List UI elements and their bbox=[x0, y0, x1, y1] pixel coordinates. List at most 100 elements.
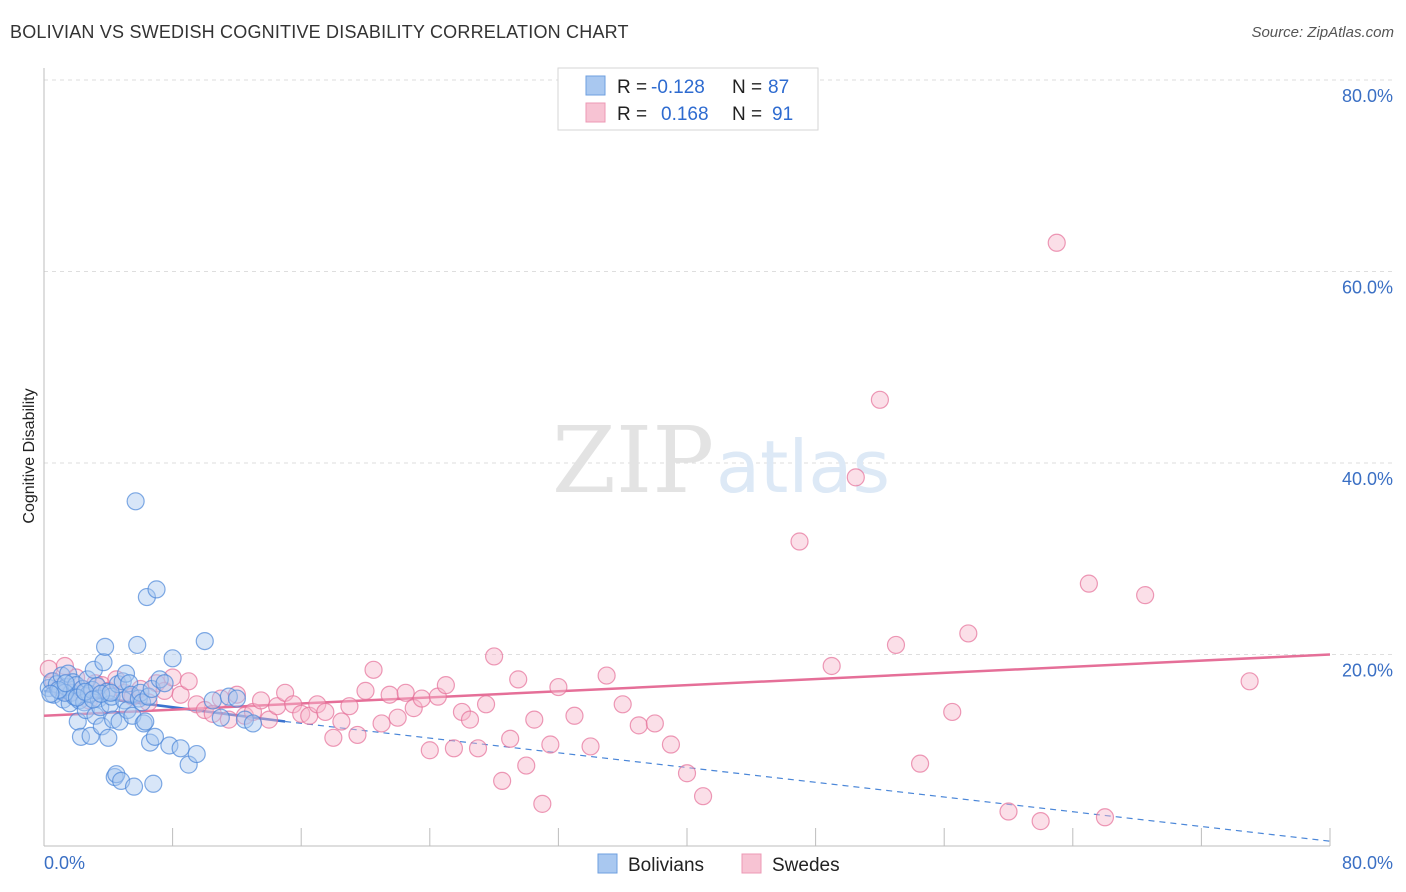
swede-point-81 bbox=[910, 754, 930, 773]
y-axis-label: Cognitive Disability bbox=[21, 388, 38, 523]
swede-point-87 bbox=[1079, 574, 1098, 593]
bolivian-point-57 bbox=[137, 587, 156, 607]
bolivian-point-72 bbox=[203, 691, 222, 710]
legend-n-value-1: 87 bbox=[768, 77, 789, 98]
legend-n-value-2: 91 bbox=[772, 104, 793, 125]
swede-point-62 bbox=[517, 756, 536, 775]
bolivian-point-82 bbox=[91, 684, 111, 703]
source-label: Source: ZipAtlas.com bbox=[1251, 24, 1394, 41]
legend-r-value-2: 0.168 bbox=[661, 104, 709, 125]
swede-point-85 bbox=[1031, 812, 1050, 831]
axes bbox=[43, 68, 1331, 847]
bottom-legend-swatch-swedes bbox=[741, 853, 762, 874]
swede-point-31 bbox=[267, 697, 287, 716]
swede-point-84 bbox=[999, 802, 1018, 821]
bolivian-point-44 bbox=[116, 664, 136, 683]
bolivian-point-29 bbox=[92, 717, 111, 736]
swede-point-41 bbox=[348, 725, 367, 745]
bolivian-point-65 bbox=[155, 674, 174, 693]
bolivian-point-63 bbox=[147, 580, 166, 599]
swede-point-90 bbox=[1240, 672, 1259, 691]
swede-point-88 bbox=[1095, 808, 1115, 827]
bolivian-point-33 bbox=[99, 728, 118, 747]
bolivian-trend-line bbox=[43, 689, 286, 723]
legend-swatch-swedes bbox=[585, 102, 606, 123]
swede-point-47 bbox=[396, 683, 415, 702]
swede-point-82 bbox=[943, 702, 962, 722]
swede-point-83 bbox=[959, 624, 978, 643]
swede-point-67 bbox=[565, 706, 584, 725]
swede-point-38 bbox=[324, 728, 343, 747]
swede-point-72 bbox=[645, 714, 664, 733]
x-tick-label-min: 0.0% bbox=[44, 853, 85, 873]
bolivian-point-66 bbox=[160, 736, 179, 755]
swede-point-53 bbox=[444, 739, 464, 758]
bolivian-point-77 bbox=[243, 714, 263, 733]
x-tick-labels: 0.0% 80.0% bbox=[44, 853, 1393, 873]
swede-point-74 bbox=[677, 764, 697, 783]
swede-point-50 bbox=[420, 741, 439, 760]
swede-point-52 bbox=[436, 676, 455, 695]
swede-point-46 bbox=[388, 708, 407, 727]
swede-point-29 bbox=[251, 691, 271, 710]
swede-point-58 bbox=[485, 647, 504, 666]
bolivian-point-73 bbox=[211, 708, 230, 727]
bottom-legend-bolivians: Bolivians bbox=[628, 855, 704, 876]
bolivian-point-56 bbox=[136, 712, 155, 731]
bolivian-point-61 bbox=[144, 774, 163, 793]
bolivian-point-67 bbox=[163, 649, 182, 668]
legend-r-label-1: R = bbox=[617, 77, 647, 98]
bolivian-point-70 bbox=[187, 744, 206, 764]
watermark-atlas: atlas bbox=[716, 425, 890, 509]
swede-point-64 bbox=[533, 794, 552, 813]
swede-point-60 bbox=[501, 729, 520, 748]
swede-point-68 bbox=[581, 737, 600, 756]
y-tick-label-60: 60.0% bbox=[1342, 278, 1393, 298]
swede-point-75 bbox=[693, 787, 713, 806]
bolivian-point-86 bbox=[41, 684, 60, 703]
bolivian-point-49 bbox=[124, 777, 144, 796]
swede-point-69 bbox=[597, 666, 616, 685]
y-tick-label-40: 40.0% bbox=[1342, 469, 1393, 489]
swede-point-56 bbox=[468, 739, 488, 758]
swede-point-78 bbox=[846, 468, 865, 487]
watermark: ZIP atlas bbox=[552, 407, 890, 514]
bolivian-trend-extension bbox=[285, 720, 1331, 842]
swede-point-80 bbox=[886, 635, 906, 655]
swede-point-73 bbox=[661, 735, 681, 754]
swede-point-86 bbox=[1047, 233, 1066, 252]
y-tick-label-80: 80.0% bbox=[1342, 86, 1393, 106]
swede-point-55 bbox=[460, 710, 480, 729]
grid-lines bbox=[44, 79, 1392, 655]
swede-point-43 bbox=[364, 660, 383, 679]
legend-r-value-1: -0.128 bbox=[651, 77, 705, 98]
legend-top: R = -0.128 N = 87 R = 0.168 N = 91 bbox=[557, 67, 819, 131]
swede-point-42 bbox=[356, 681, 375, 700]
swede-point-59 bbox=[493, 771, 512, 790]
legend-n-label-1: N = bbox=[732, 77, 762, 98]
bolivian-point-71 bbox=[195, 631, 214, 651]
chart-title: BOLIVIAN VS SWEDISH COGNITIVE DISABILITY… bbox=[10, 22, 629, 42]
swede-point-66 bbox=[549, 677, 568, 697]
swede-point-19 bbox=[171, 685, 190, 704]
swede-point-61 bbox=[509, 670, 528, 689]
legend-bottom: Bolivians Swedes bbox=[597, 853, 840, 876]
swede-point-70 bbox=[613, 695, 632, 714]
bolivian-point-30 bbox=[94, 653, 113, 672]
watermark-zip: ZIP bbox=[552, 407, 714, 514]
bolivian-point-62 bbox=[145, 727, 165, 746]
swede-point-49 bbox=[412, 689, 431, 708]
swede-point-20 bbox=[179, 672, 198, 691]
legend-n-label-2: N = bbox=[732, 104, 762, 125]
bolivian-point-84 bbox=[56, 674, 75, 693]
bolivian-point-85 bbox=[101, 683, 120, 702]
bottom-legend-swedes: Swedes bbox=[772, 855, 840, 876]
bolivian-point-45 bbox=[118, 700, 137, 720]
y-tick-labels: 20.0% 40.0% 60.0% 80.0% bbox=[1342, 86, 1393, 681]
swede-point-76 bbox=[790, 532, 809, 551]
swede-point-44 bbox=[372, 714, 391, 733]
bolivian-point-59 bbox=[140, 733, 160, 752]
swede-point-40 bbox=[340, 697, 359, 716]
swede-point-89 bbox=[1136, 586, 1155, 605]
